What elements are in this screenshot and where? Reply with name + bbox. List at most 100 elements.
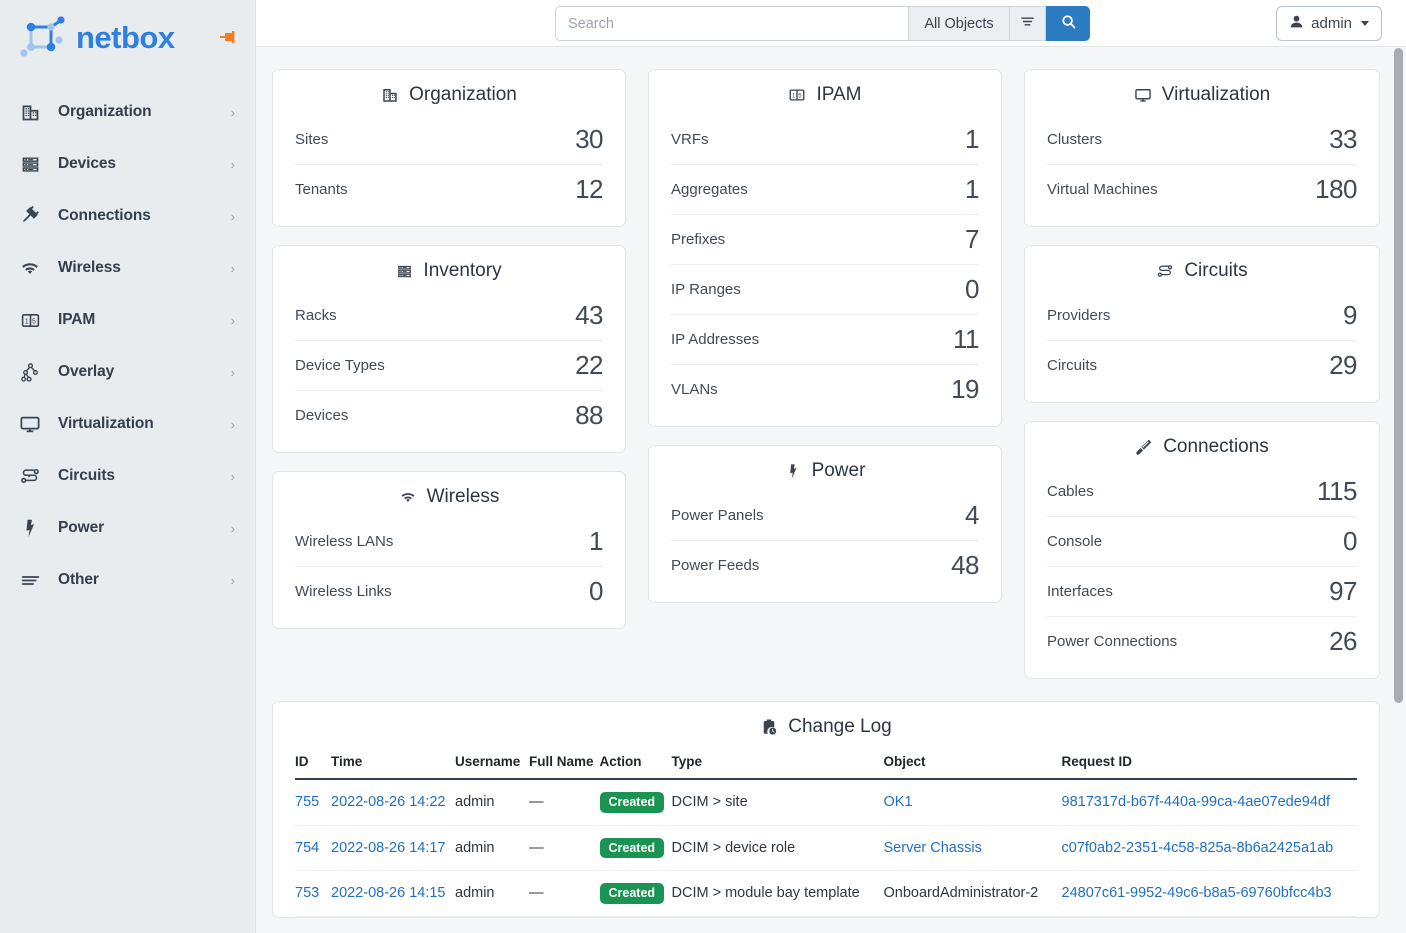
stat-row[interactable]: Virtual Machines 180 (1047, 164, 1357, 214)
stat-row[interactable]: Cables 115 (1047, 466, 1357, 516)
stat-row[interactable]: Aggregates 1 (671, 164, 979, 214)
sidebar-item-power[interactable]: Power › (0, 502, 255, 554)
stat-value: 19 (951, 374, 979, 404)
stat-row[interactable]: Wireless Links 0 (295, 566, 603, 616)
brand-name: netbox (76, 19, 175, 55)
stat-value: 30 (575, 123, 603, 154)
column-header-full-name[interactable]: Full Name (529, 746, 600, 780)
server-rack-icon (18, 152, 42, 176)
card-header: Organization (273, 84, 625, 114)
page-scrollbar[interactable] (1394, 48, 1403, 928)
stat-row[interactable]: Device Types 22 (295, 340, 603, 390)
changelog-id-link[interactable]: 753 (295, 885, 320, 902)
stat-row[interactable]: Interfaces 97 (1047, 566, 1357, 616)
sidebar-item-wireless[interactable]: Wireless › (0, 242, 255, 294)
stat-value: 22 (575, 350, 603, 380)
search-input[interactable] (555, 6, 908, 41)
changelog-request-id-link[interactable]: 24807c61-9952-49c6-b8a5-69760bfcc4b3 (1061, 885, 1332, 902)
changelog-time-link[interactable]: 2022-08-26 14:22 (331, 794, 446, 811)
stat-row[interactable]: Console 0 (1047, 516, 1357, 566)
stat-row[interactable]: VRFs 1 (671, 114, 979, 164)
stat-row[interactable]: Racks 43 (295, 290, 603, 340)
search-bar: All Objects (555, 6, 1090, 41)
dashboard-content: Organization Sites 30 Tenants 12 (256, 47, 1406, 933)
sidebar-item-connections[interactable]: Connections › (0, 190, 255, 242)
stat-value: 12 (575, 174, 603, 204)
sidebar-item-label: Overlay (58, 363, 115, 380)
cell-full-name: — (529, 779, 600, 826)
changelog-id-link[interactable]: 754 (295, 839, 320, 856)
stat-row[interactable]: IP Addresses 11 (671, 314, 980, 364)
cell-request-id: 24807c61-9952-49c6-b8a5-69760bfcc4b3 (1061, 870, 1357, 917)
stat-row[interactable]: Circuits 29 (1047, 340, 1357, 390)
pin-icon[interactable] (219, 28, 237, 46)
cell-request-id: c07f0ab2-2351-4c58-825a-8b6a2425a1ab (1061, 825, 1357, 871)
stat-row[interactable]: IP Ranges 0 (671, 264, 979, 314)
changelog-request-id-link[interactable]: 9817317d-b67f-440a-99ca-4ae07ede94df (1061, 794, 1330, 811)
table-row: 755 2022-08-26 14:22 admin — Created DCI… (295, 779, 1357, 826)
stat-row[interactable]: Sites 30 (295, 114, 603, 164)
stat-row[interactable]: Power Feeds 48 (671, 540, 979, 590)
changelog-time-link[interactable]: 2022-08-26 14:15 (331, 885, 446, 902)
column-header-username[interactable]: Username (455, 746, 529, 780)
monitor-icon (1134, 86, 1152, 104)
chevron-right-icon: › (230, 520, 235, 536)
stat-row[interactable]: Devices 88 (295, 390, 603, 440)
plug-connection-icon (18, 204, 42, 228)
sidebar-item-other[interactable]: Other › (0, 554, 255, 606)
stat-value: 0 (965, 274, 979, 304)
cards-column-right: Virtualization Clusters 33 Virtual Machi… (1024, 69, 1380, 679)
lightning-bolt-icon (785, 463, 802, 480)
object-type-dropdown[interactable]: All Objects (908, 6, 1010, 41)
column-header-type[interactable]: Type (671, 746, 884, 780)
column-header-time[interactable]: Time (331, 746, 455, 780)
chevron-right-icon: › (230, 312, 235, 328)
column-header-request-id[interactable]: Request ID (1061, 746, 1357, 780)
stat-label: Console (1047, 533, 1103, 550)
filter-button[interactable] (1010, 6, 1046, 41)
list-lines-icon (18, 568, 42, 592)
changelog-id-link[interactable]: 755 (295, 794, 320, 811)
stat-row[interactable]: Prefixes 7 (671, 214, 979, 264)
stat-row[interactable]: Providers 9 (1047, 290, 1357, 340)
stat-row[interactable]: Power Panels 4 (671, 490, 979, 540)
change-log-title: Change Log (788, 716, 892, 737)
change-log-panel: Change Log ID Time Username Full Name Ac… (272, 701, 1380, 918)
stat-row[interactable]: Clusters 33 (1047, 114, 1357, 164)
stat-label: VRFs (671, 130, 709, 148)
sidebar-item-organization[interactable]: Organization › (0, 86, 255, 138)
stat-row[interactable]: Wireless LANs 1 (295, 516, 603, 566)
stat-label: Providers (1047, 306, 1111, 324)
changelog-object-link[interactable]: Server Chassis (883, 839, 982, 856)
brand-header[interactable]: netbox (0, 0, 255, 74)
stat-row[interactable]: Power Connections 26 (1047, 616, 1357, 666)
counter-icon: 1 5 (18, 308, 42, 332)
column-header-action[interactable]: Action (599, 746, 672, 780)
card-title-text: Wireless (426, 486, 500, 507)
stat-row[interactable]: Tenants 12 (295, 164, 603, 214)
sidebar-item-overlay[interactable]: Overlay › (0, 346, 255, 398)
sidebar-item-label: Other (58, 571, 99, 588)
user-menu-button[interactable]: admin (1276, 6, 1382, 41)
changelog-object-link[interactable]: OK1 (883, 794, 913, 811)
column-header-object[interactable]: Object (883, 746, 1062, 780)
cards-column-left: Organization Sites 30 Tenants 12 (272, 69, 626, 629)
stat-label: Power Connections (1047, 633, 1178, 650)
sidebar-item-virtualization[interactable]: Virtualization › (0, 398, 255, 450)
changelog-time-link[interactable]: 2022-08-26 14:17 (331, 839, 446, 856)
sidebar-item-ipam[interactable]: 1 5 IPAM › (0, 294, 255, 346)
stat-label: IP Addresses (671, 331, 760, 348)
scrollbar-thumb[interactable] (1394, 48, 1403, 703)
changelog-request-id-link[interactable]: c07f0ab2-2351-4c58-825a-8b6a2425a1ab (1061, 839, 1334, 856)
svg-text:1: 1 (24, 318, 28, 325)
column-header-id[interactable]: ID (295, 746, 331, 780)
office-building-icon (18, 100, 42, 124)
search-button[interactable] (1046, 6, 1090, 41)
sidebar-item-devices[interactable]: Devices › (0, 138, 255, 190)
stat-row[interactable]: VLANs 19 (671, 364, 979, 414)
sidebar-item-circuits[interactable]: Circuits › (0, 450, 255, 502)
cell-id: 753 (295, 870, 331, 917)
stat-label: Aggregates (671, 181, 748, 198)
stat-label: Power Feeds (671, 557, 760, 574)
cell-type: DCIM > site (671, 779, 884, 826)
